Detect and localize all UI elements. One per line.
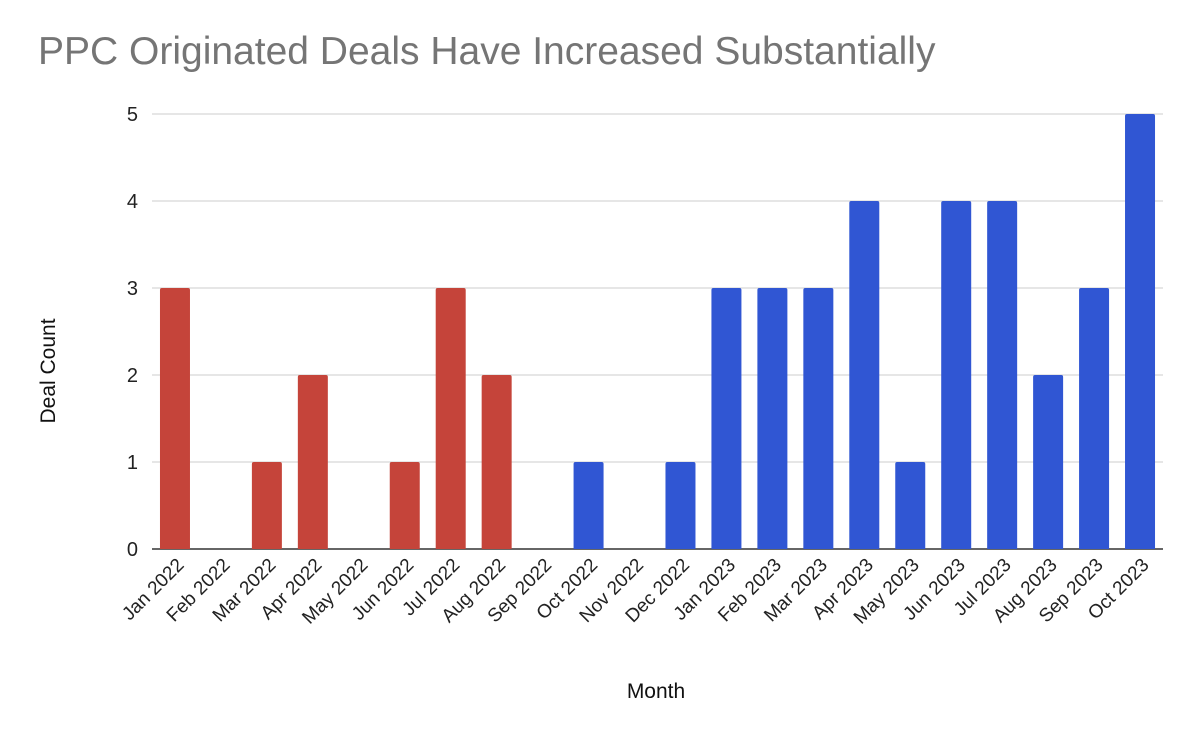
bar bbox=[481, 375, 512, 549]
bars bbox=[159, 114, 1156, 549]
bar bbox=[665, 462, 696, 549]
bar bbox=[987, 201, 1018, 549]
bar bbox=[711, 288, 742, 549]
bar bbox=[1033, 375, 1064, 549]
y-axis-label: Deal Count bbox=[37, 318, 60, 423]
y-tick-label: 1 bbox=[127, 452, 138, 474]
y-tick-label: 5 bbox=[127, 104, 138, 126]
y-tick-label: 0 bbox=[127, 539, 138, 561]
bar bbox=[159, 288, 190, 549]
bar bbox=[803, 288, 834, 549]
bar bbox=[1079, 288, 1110, 549]
y-tick-label: 2 bbox=[127, 365, 138, 387]
bar bbox=[1125, 114, 1156, 549]
x-axis-label: Month bbox=[627, 680, 685, 703]
bar bbox=[573, 462, 604, 549]
bar bbox=[297, 375, 328, 549]
bar bbox=[251, 462, 282, 549]
bar bbox=[389, 462, 420, 549]
bar bbox=[757, 288, 788, 549]
chart-title: PPC Originated Deals Have Increased Subs… bbox=[38, 30, 936, 73]
y-axis-ticks: 0 1 2 3 4 5 bbox=[127, 104, 138, 561]
bar bbox=[849, 201, 880, 549]
bar bbox=[435, 288, 466, 549]
bar bbox=[941, 201, 972, 549]
bar bbox=[895, 462, 926, 549]
y-tick-label: 4 bbox=[127, 191, 138, 213]
y-tick-label: 3 bbox=[127, 278, 138, 300]
